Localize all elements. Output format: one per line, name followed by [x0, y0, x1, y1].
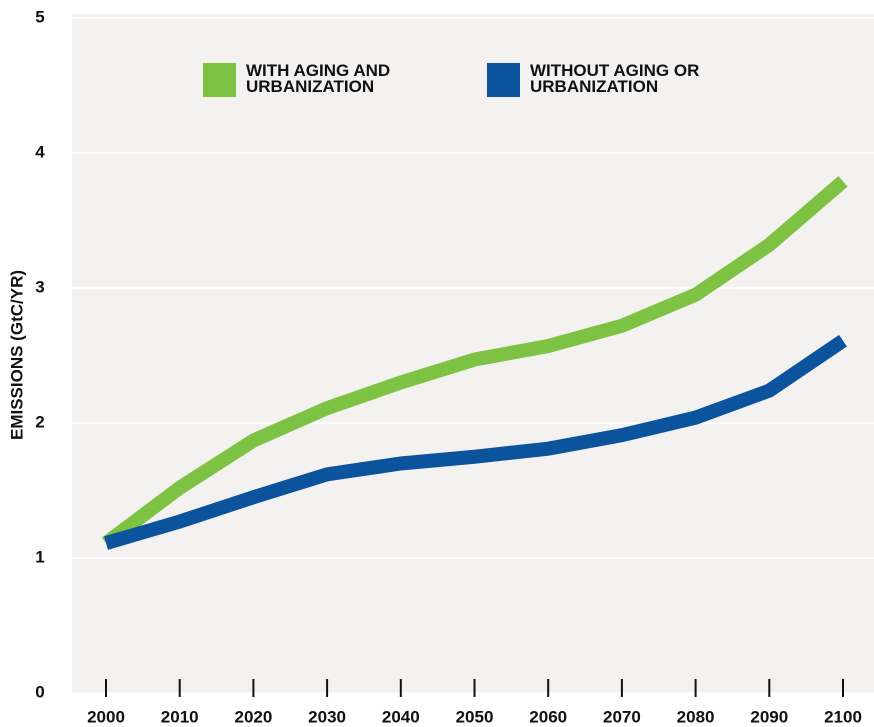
y-tick-label: 1 [35, 547, 44, 566]
legend-label: WITH AGING AND URBANIZATION [246, 61, 391, 96]
x-tick-label: 2060 [529, 707, 567, 726]
x-tick-label: 2020 [234, 707, 272, 726]
x-tick-label: 2010 [161, 707, 199, 726]
x-tick-label: 2080 [677, 707, 715, 726]
x-tick-label: 2040 [382, 707, 420, 726]
x-tick-label: 2090 [750, 707, 788, 726]
y-tick-label: 4 [35, 142, 45, 161]
legend-item: WITH AGING AND URBANIZATION [203, 61, 446, 97]
x-tick-label: 2100 [824, 707, 862, 726]
y-tick-label: 2 [35, 412, 44, 431]
y-axis-label: EMISSIONS (GtC/YR) [7, 270, 26, 440]
legend-label: WITHOUT AGING OR URBANIZATION [530, 61, 700, 96]
y-tick-label: 3 [35, 277, 44, 296]
legend-swatch [487, 63, 520, 97]
y-tick-label: 5 [35, 7, 44, 26]
x-tick-label: 2000 [87, 707, 125, 726]
x-tick-label: 2070 [603, 707, 641, 726]
y-tick-label: 0 [35, 682, 44, 701]
legend-item: WITHOUT AGING OR URBANIZATION [487, 61, 730, 97]
legend-swatch [203, 63, 236, 97]
x-tick-label: 2050 [456, 707, 494, 726]
series-line [101, 176, 848, 549]
x-tick-label: 2030 [308, 707, 346, 726]
series-line [104, 334, 847, 550]
